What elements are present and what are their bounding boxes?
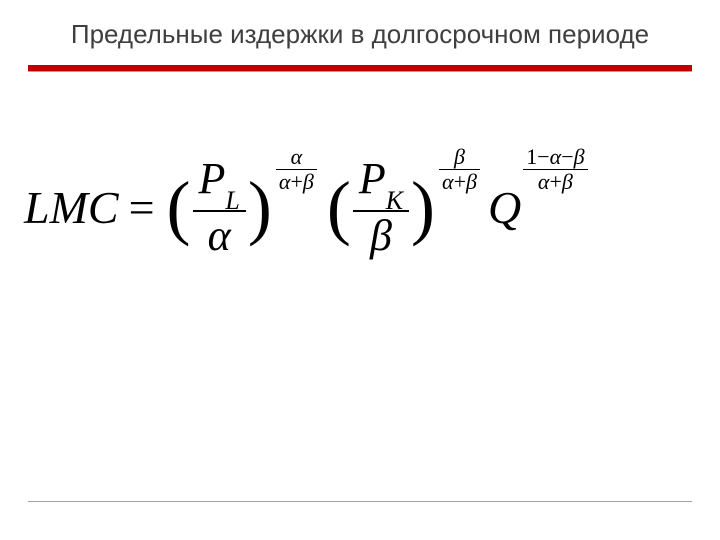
term3-exponent: 1−α−β α+β: [523, 145, 587, 194]
term1-close-paren: ): [246, 171, 274, 243]
term3-exp-den: α+β: [535, 170, 576, 194]
term3-exp-num-b: β: [574, 144, 585, 169]
divider-upper: [28, 71, 692, 72]
term3-exp-den-a: α: [538, 169, 550, 194]
equals-sign: =: [119, 181, 165, 234]
term1-exp-frac: α α+β: [276, 145, 317, 194]
term1-num-subscript: L: [225, 186, 239, 215]
term3-exp-frac: 1−α−β α+β: [523, 145, 587, 194]
term2-num-subscript: K: [386, 186, 403, 215]
term3-exp-num: 1−α−β: [523, 145, 587, 169]
term1-exp-den: α+β: [276, 170, 317, 194]
term1-exp-num: α: [288, 145, 306, 169]
term2-exp-den: α+β: [439, 170, 480, 194]
term1-num-symbol: P: [199, 154, 226, 203]
term3-exp-num-a: α: [550, 144, 562, 169]
term2-numerator: PK: [353, 155, 409, 210]
term2-exp-frac: β α+β: [439, 145, 480, 194]
term2-exp-den-a: α: [442, 169, 454, 194]
term1-numerator: PL: [193, 155, 246, 210]
term2-num-symbol: P: [359, 154, 386, 203]
term3-base: Q: [488, 181, 521, 234]
slide: Предельные издержки в долгосрочном перио…: [0, 0, 720, 540]
slide-title: Предельные издержки в долгосрочном перио…: [0, 0, 720, 61]
lmc-formula: LMC = ( PL α ) α α+β: [24, 155, 696, 260]
term3-exp-num-m2: −: [561, 144, 573, 169]
term2-exp-den-plus: +: [454, 169, 466, 194]
term3-exp-num-1: 1: [526, 144, 537, 169]
term3-exp-den-plus: +: [549, 169, 561, 194]
lhs-symbol: LMC: [24, 181, 119, 234]
term2-close-paren: ): [409, 171, 437, 243]
term3-exp-num-m1: −: [537, 144, 549, 169]
term2-exponent: β α+β: [439, 145, 480, 194]
term1-exp-den-plus: +: [290, 169, 302, 194]
term2-exp-num: β: [451, 145, 468, 169]
term2-denominator: β: [364, 212, 398, 260]
term1-fraction: PL α: [193, 155, 246, 260]
term1-exp-den-a: α: [279, 169, 291, 194]
term2-fraction: PK β: [353, 155, 409, 260]
term1-exp-den-b: β: [303, 169, 314, 194]
term3-exp-den-b: β: [562, 169, 573, 194]
term2-open-paren: (: [325, 171, 353, 243]
term1-open-paren: (: [165, 171, 193, 243]
divider-lower: [28, 501, 692, 502]
term1-exponent: α α+β: [276, 145, 317, 194]
formula-region: LMC = ( PL α ) α α+β: [24, 155, 696, 260]
term1-denominator: α: [202, 212, 237, 260]
term2-exp-den-b: β: [466, 169, 477, 194]
